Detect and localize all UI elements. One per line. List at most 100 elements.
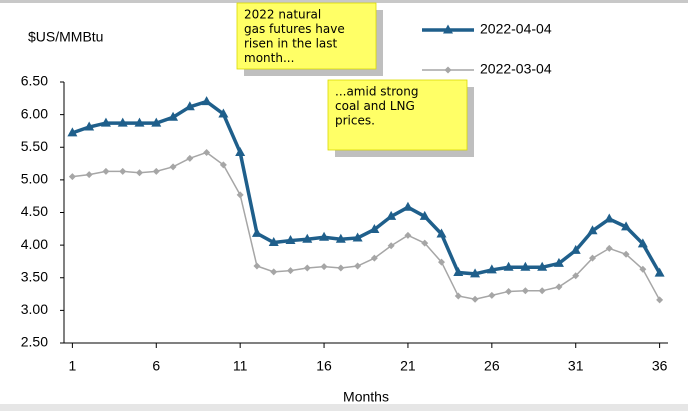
data-point (570, 244, 581, 254)
data-point (521, 287, 529, 295)
annotation-box (236, 2, 377, 70)
data-point (604, 213, 615, 223)
x-tick-label: 26 (484, 358, 500, 374)
data-point (119, 167, 127, 175)
data-point (253, 262, 261, 270)
annotation-text: month... (244, 51, 294, 65)
y-tick-label: 4.50 (21, 203, 48, 219)
annotation-text: coal and LNG (335, 99, 415, 113)
x-tick-label: 31 (568, 358, 584, 374)
data-point (67, 127, 78, 137)
data-point (622, 250, 630, 258)
data-point (637, 238, 648, 248)
data-point (386, 210, 397, 220)
data-point (402, 201, 413, 211)
data-point (218, 108, 229, 118)
data-point (370, 254, 378, 262)
data-point (335, 233, 346, 243)
x-tick-label: 6 (152, 358, 160, 374)
x-tick-label: 21 (400, 358, 416, 374)
data-point (436, 228, 447, 238)
data-point (470, 268, 481, 278)
data-point (186, 154, 194, 162)
data-point (488, 291, 496, 299)
data-point (235, 146, 246, 156)
data-point (438, 258, 445, 266)
data-point (553, 257, 564, 267)
data-point (572, 272, 580, 280)
data-point (537, 261, 548, 271)
data-point (302, 233, 313, 243)
data-point (354, 262, 362, 270)
annotation-text: prices. (335, 114, 375, 128)
data-point (151, 117, 162, 127)
data-point (387, 242, 395, 250)
data-point (68, 173, 76, 181)
legend-label: 2022-04-04 (480, 21, 552, 37)
y-tick-label: 5.50 (21, 138, 48, 154)
x-tick-label: 36 (652, 358, 668, 374)
data-point (201, 96, 212, 106)
data-point (236, 191, 244, 199)
legend-label: 2022-03-04 (480, 61, 552, 77)
x-tick-label: 16 (316, 358, 332, 374)
y-tick-label: 6.00 (21, 105, 48, 121)
annotation-text: ...amid strong (335, 85, 418, 99)
data-point (404, 231, 412, 239)
x-axis-label: Months (343, 389, 389, 405)
y-tick-label: 4.00 (21, 236, 48, 252)
data-point (203, 148, 211, 156)
data-point (168, 111, 179, 121)
annotation-text: 2022 natural (244, 8, 321, 22)
data-point (285, 235, 296, 245)
data-point (639, 265, 647, 273)
data-point (287, 267, 294, 275)
data-point (555, 283, 563, 291)
annotation-text: gas futures have (244, 22, 345, 36)
annotation-box (327, 79, 468, 151)
y-tick-label: 5.00 (21, 171, 48, 187)
data-point (268, 237, 279, 247)
data-point (419, 210, 430, 220)
data-point (219, 161, 227, 169)
data-point (656, 296, 664, 304)
data-point (319, 231, 330, 241)
data-point (134, 117, 145, 127)
series-line (72, 151, 661, 301)
y-axis-label: $US/MMBtu (28, 29, 103, 45)
data-point (85, 171, 93, 179)
top-band (0, 0, 688, 3)
y-tick-label: 6.50 (21, 73, 48, 89)
data-point (169, 163, 177, 171)
data-point (471, 295, 479, 303)
data-point (621, 221, 632, 231)
data-point (505, 287, 513, 295)
x-tick-label: 11 (233, 358, 248, 374)
data-point (337, 264, 345, 272)
y-tick-label: 3.00 (21, 301, 48, 317)
legend-marker (443, 24, 453, 34)
y-tick-label: 3.50 (21, 268, 48, 284)
data-point (503, 261, 514, 271)
data-point (587, 225, 598, 235)
data-point (152, 167, 160, 175)
data-point (102, 167, 110, 175)
data-point (352, 232, 363, 242)
data-point (369, 223, 380, 233)
data-point (320, 263, 328, 271)
data-point (589, 254, 596, 262)
data-point (654, 267, 665, 277)
data-point (486, 264, 497, 274)
data-point (184, 101, 195, 111)
x-tick-label: 1 (68, 358, 76, 374)
data-point (538, 287, 546, 295)
data-point (453, 267, 464, 277)
bottom-band (0, 404, 688, 411)
data-point (117, 117, 128, 127)
annotation-text: risen in the last (244, 37, 338, 51)
data-point (520, 261, 531, 271)
data-point (136, 169, 143, 177)
